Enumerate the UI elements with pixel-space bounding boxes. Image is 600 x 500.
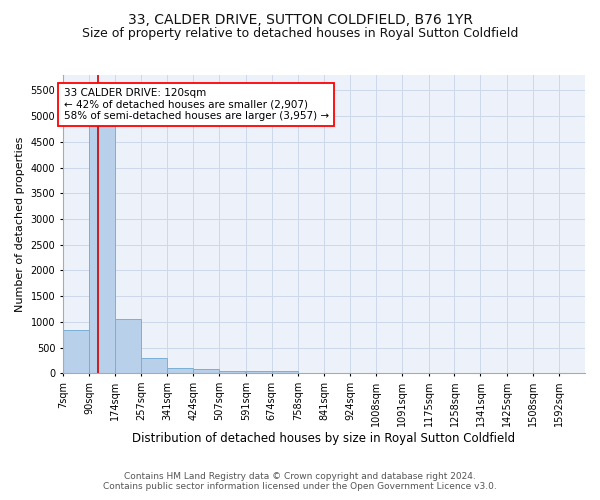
Bar [220, 370, 245, 374]
Text: 33, CALDER DRIVE, SUTTON COLDFIELD, B76 1YR: 33, CALDER DRIVE, SUTTON COLDFIELD, B76 … [128, 12, 473, 26]
Text: 33 CALDER DRIVE: 120sqm
← 42% of detached houses are smaller (2,907)
58% of semi: 33 CALDER DRIVE: 120sqm ← 42% of detache… [64, 88, 329, 121]
Text: Contains public sector information licensed under the Open Government Licence v3: Contains public sector information licen… [103, 482, 497, 491]
Bar [193, 370, 220, 374]
Bar [63, 330, 89, 374]
Text: Size of property relative to detached houses in Royal Sutton Coldfield: Size of property relative to detached ho… [82, 28, 518, 40]
Bar [89, 90, 115, 374]
Bar [141, 358, 167, 374]
Bar [246, 370, 272, 374]
Y-axis label: Number of detached properties: Number of detached properties [15, 136, 25, 312]
Bar [115, 320, 141, 374]
Text: Contains HM Land Registry data © Crown copyright and database right 2024.: Contains HM Land Registry data © Crown c… [124, 472, 476, 481]
X-axis label: Distribution of detached houses by size in Royal Sutton Coldfield: Distribution of detached houses by size … [133, 432, 515, 445]
Bar [272, 370, 298, 374]
Bar [167, 368, 193, 374]
